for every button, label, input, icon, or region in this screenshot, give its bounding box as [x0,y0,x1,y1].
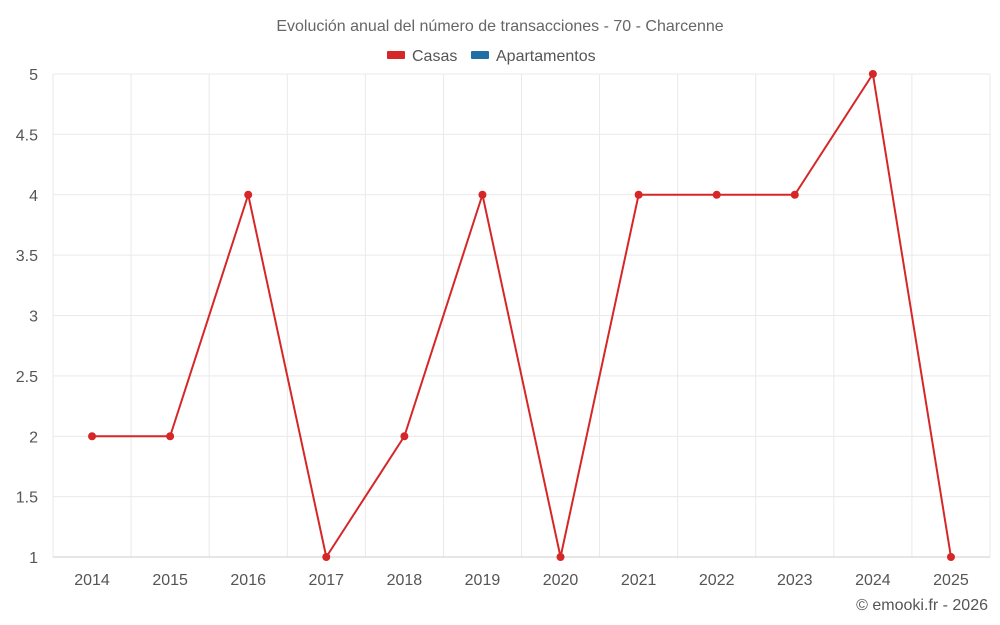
data-point-casas[interactable] [88,432,97,441]
y-tick-label: 2.5 [16,369,38,386]
y-tick-label: 1.5 [16,490,38,507]
x-tick-label: 2020 [543,572,579,589]
data-point-casas[interactable] [166,432,175,441]
data-point-casas[interactable] [556,553,565,561]
y-tick-label: 4 [29,188,38,205]
series-casas [88,70,955,561]
y-tick-label: 2 [29,429,38,446]
x-tick-label: 2019 [465,572,501,589]
x-tick-label: 2016 [230,572,266,589]
x-tick-label: 2021 [621,572,657,589]
legend-swatch-casas [387,51,405,59]
data-point-casas[interactable] [790,190,799,199]
data-point-casas[interactable] [322,553,331,561]
grid [52,73,991,558]
y-tick-label: 1 [29,550,38,567]
x-tick-label: 2015 [152,572,188,589]
axes: 1 1.5 2 2.5 3 3.5 4 4.5 5 2014 2015 2016 2017 2018 201… [16,67,990,589]
legend-label-apartamentos: Apartamentos [496,48,596,65]
x-tick-label: 2025 [933,572,969,589]
y-tick-label: 3 [29,309,38,326]
data-point-casas[interactable] [634,190,643,199]
x-tick-label: 2014 [74,572,110,589]
legend: Casas Apartamentos [387,48,596,65]
legend-swatch-apartamentos [471,51,489,59]
legend-item-apartamentos[interactable]: Apartamentos [471,48,596,65]
y-tick-label: 3.5 [16,248,38,265]
series-line-casas [92,73,952,558]
x-tick-label: 2024 [855,572,891,589]
x-tick-label: 2022 [699,572,735,589]
x-tick-label: 2017 [308,572,344,589]
credit-text: © emooki.fr - 2026 [856,597,988,614]
data-point-casas[interactable] [478,190,487,199]
data-point-casas[interactable] [868,70,877,78]
legend-item-casas[interactable]: Casas [387,48,457,65]
y-tick-label: 4.5 [16,127,38,144]
chart-title: Evolución anual del número de transaccio… [276,18,723,35]
y-tick-label: 5 [29,67,38,84]
data-point-casas[interactable] [400,432,409,441]
data-point-casas[interactable] [244,190,253,199]
legend-label-casas: Casas [412,48,457,65]
x-tick-label: 2018 [387,572,423,589]
x-tick-label: 2023 [777,572,813,589]
data-point-casas[interactable] [946,553,955,561]
data-point-casas[interactable] [712,190,721,199]
